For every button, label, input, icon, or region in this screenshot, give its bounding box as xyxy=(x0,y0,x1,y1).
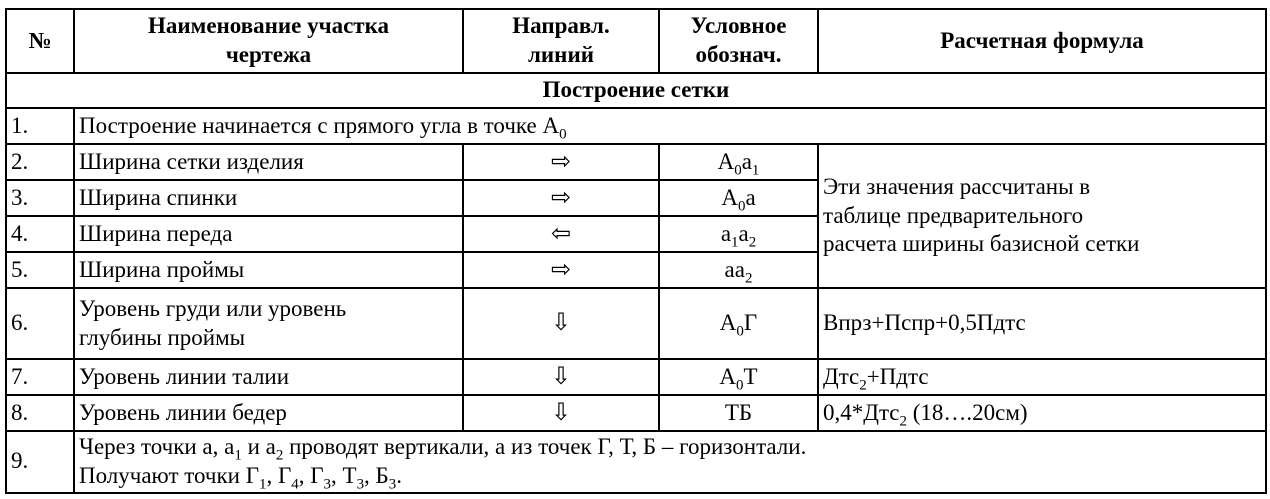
down-arrow-icon: ⇩ xyxy=(550,361,572,390)
direction-cell: ⇨ xyxy=(462,251,660,289)
row-symbol: А0а xyxy=(658,179,819,217)
row-formula: Впрз+Пспр+0,5Пдтс xyxy=(817,287,1267,360)
down-arrow-icon: ⇩ xyxy=(550,397,572,426)
row-name: Уровень груди или уровень глубины проймы xyxy=(73,287,464,360)
col-header-line-direction: Направл. линий xyxy=(462,8,660,74)
row-number: 8. xyxy=(5,394,75,432)
row-name: Ширина спинки xyxy=(73,179,464,217)
table-row: 8. Уровень линии бедер ⇩ ТБ 0,4*Дтс2 (18… xyxy=(5,394,1267,432)
row-name: Уровень линии талии xyxy=(73,358,464,396)
row-text: Через точки а, а1 и а2 проводят вертикал… xyxy=(73,430,1267,494)
section-title-row: Построение сетки xyxy=(5,72,1267,109)
row-symbol: аа2 xyxy=(658,251,819,289)
row-formula: Дтс2+Пдтс xyxy=(817,358,1267,396)
col-header-symbol: Условное обознач. xyxy=(658,8,819,74)
row-number: 9. xyxy=(5,430,75,494)
row-number: 1. xyxy=(5,107,75,145)
header-row: № Наименование участка чертежа Направл. … xyxy=(5,8,1267,74)
down-arrow-icon: ⇩ xyxy=(550,308,572,337)
table-row: 4. Ширина переда ⇦ а1а2 xyxy=(5,215,1266,253)
row-number: 4. xyxy=(5,215,75,253)
direction-cell: ⇦ xyxy=(462,215,660,253)
direction-cell: ⇨ xyxy=(462,179,660,217)
row-number: 3. xyxy=(5,179,75,217)
right-arrow-icon: ⇨ xyxy=(550,146,572,175)
pattern-drafting-table: № Наименование участка чертежа Направл. … xyxy=(5,8,1267,494)
direction-cell: ⇩ xyxy=(462,287,660,360)
merged-formula-note: Эти значения рассчитаны в таблице предва… xyxy=(817,143,1267,289)
col-header-formula: Расчетная формула xyxy=(817,8,1267,74)
table-row: 6. Уровень груди или уровень глубины про… xyxy=(5,287,1267,360)
row-name: Уровень линии бедер xyxy=(73,394,464,432)
row-name: Ширина проймы xyxy=(73,251,464,289)
table-row: 7. Уровень линии талии ⇩ А0Т Дтс2+Пдтс xyxy=(5,358,1267,396)
row-number: 7. xyxy=(5,358,75,396)
right-arrow-icon: ⇨ xyxy=(550,182,572,211)
row-symbol: а1а2 xyxy=(658,215,819,253)
row-symbol: А0а1 xyxy=(658,143,819,181)
table-row: 9. Через точки а, а1 и а2 проводят верти… xyxy=(5,430,1267,494)
row-number: 5. xyxy=(5,251,75,289)
section-title: Построение сетки xyxy=(5,72,1267,109)
row-symbol: ТБ xyxy=(658,394,819,432)
right-arrow-icon: ⇨ xyxy=(550,254,572,283)
table-row: 2. Ширина сетки изделия ⇨ А0а1 Эти значе… xyxy=(5,143,1267,289)
direction-cell: ⇩ xyxy=(462,358,660,396)
table-row: 3. Ширина спинки ⇨ А0а xyxy=(5,179,1266,217)
row-text: Построение начинается с прямого угла в т… xyxy=(73,107,1267,145)
table-row: 5. Ширина проймы ⇨ аа2 xyxy=(5,251,1266,289)
row-number: 2. xyxy=(5,143,75,181)
row-name: Ширина переда xyxy=(73,215,464,253)
row-name: Ширина сетки изделия xyxy=(73,143,464,181)
row-number: 6. xyxy=(5,287,75,360)
direction-cell: ⇨ xyxy=(462,143,660,181)
row-symbol: А0Т xyxy=(658,358,819,396)
table-row: 1. Построение начинается с прямого угла … xyxy=(5,107,1267,145)
col-header-number: № xyxy=(5,8,75,74)
direction-cell: ⇩ xyxy=(462,394,660,432)
row-symbol: А0Г xyxy=(658,287,819,360)
left-arrow-icon: ⇦ xyxy=(550,218,572,247)
row-formula: 0,4*Дтс2 (18….20см) xyxy=(817,394,1267,432)
col-header-section-name: Наименование участка чертежа xyxy=(73,8,464,74)
